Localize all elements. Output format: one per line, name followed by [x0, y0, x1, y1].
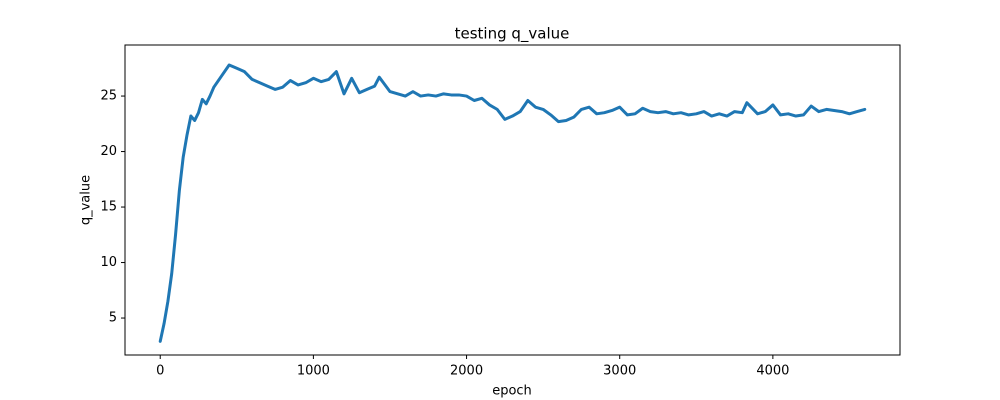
y-tick-label: 20 [100, 144, 117, 159]
x-tick-label: 3000 [603, 364, 636, 379]
x-tick-label: 2000 [450, 364, 483, 379]
y-axis-label: q_value [79, 175, 94, 225]
y-tick-label: 15 [100, 200, 117, 215]
plot-frame [124, 44, 901, 356]
x-tick-label: 1000 [297, 364, 330, 379]
x-tick-label: 0 [156, 364, 164, 379]
line [158, 63, 867, 343]
x-tick-label: 4000 [756, 364, 789, 379]
chart-title: testing q_value [455, 25, 570, 44]
y-tick-label: 25 [100, 89, 117, 104]
y-tick-label: 5 [109, 311, 117, 326]
x-axis-label: epoch [492, 384, 532, 399]
y-tick-label: 10 [100, 255, 117, 270]
